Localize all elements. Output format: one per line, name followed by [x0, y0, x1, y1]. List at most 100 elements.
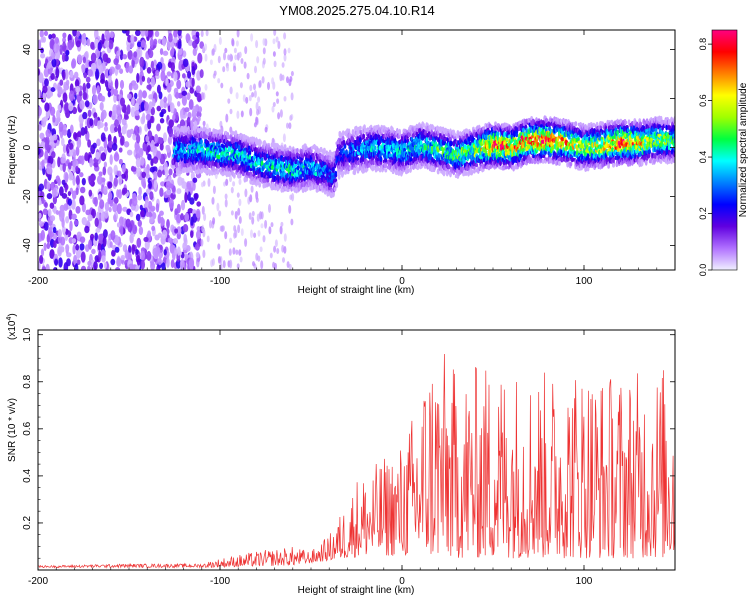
- spectrogram-cell: [71, 59, 76, 69]
- spectrogram-cell: [136, 72, 140, 83]
- spectrogram-cell: [79, 243, 85, 251]
- spectrogram-cell: [38, 212, 42, 219]
- spectrogram-cell: [280, 221, 284, 227]
- spectrogram-cell: [256, 213, 260, 222]
- spectrogram-cell: [127, 222, 133, 233]
- spectrogram-cell: [110, 230, 116, 241]
- spectrogram-cell: [50, 215, 56, 222]
- spectrogram-cell: [89, 157, 93, 168]
- spectrogram-cell: [277, 145, 281, 150]
- spectrogram-cell: [257, 96, 261, 103]
- spectrogram-cell: [212, 217, 216, 225]
- spectrogram-cell: [174, 92, 180, 99]
- spectrogram-cell: [200, 30, 204, 38]
- spectrogram-cell: [59, 79, 64, 86]
- spectrogram-cell: [81, 177, 86, 186]
- spectrogram-cell: [388, 153, 392, 158]
- spectrogram-cell: [48, 226, 53, 232]
- spectrogram-cell: [235, 249, 239, 255]
- spectrogram-cell: [109, 123, 115, 134]
- spectrogram-cell: [170, 259, 175, 269]
- spectrogram-cell: [211, 48, 215, 56]
- spectrogram-cell: [82, 111, 88, 120]
- spectrogram-cell: [187, 70, 192, 79]
- spectrogram-cell: [153, 179, 158, 190]
- spectrogram-cell: [118, 132, 123, 138]
- spectrogram-cell: [464, 171, 468, 176]
- spectrogram-cell: [109, 198, 114, 207]
- spectrogram-cell: [197, 115, 201, 122]
- spectrogram-cell: [332, 192, 335, 198]
- spectrogram-cell: [149, 115, 154, 124]
- spectrogram-cell: [153, 38, 158, 46]
- spectrogram-cell: [76, 95, 81, 102]
- spectrogram-cell: [179, 258, 185, 270]
- spectrogram-cell: [209, 219, 212, 229]
- spectrogram-cell: [61, 192, 68, 199]
- spectrogram-cell: [208, 127, 212, 133]
- spectrogram-cell: [283, 53, 287, 62]
- spectrogram-cell: [149, 216, 154, 224]
- spectrogram-cell: [115, 64, 121, 70]
- spectrogram-cell: [109, 68, 113, 76]
- spectrogram-cell: [202, 46, 206, 53]
- spectrogram-cell: [279, 73, 283, 82]
- spectrogram-cell: [104, 202, 110, 212]
- spectrogram-cell: [133, 51, 138, 58]
- spectrogram-cell: [81, 33, 85, 45]
- spectrogram-cell: [251, 216, 255, 225]
- spectrogram-cell: [168, 135, 173, 145]
- spectrogram-cell: [64, 184, 69, 191]
- spectrogram-cell: [60, 157, 66, 164]
- spectrogram-cell: [195, 230, 202, 240]
- spectrogram-cell: [177, 40, 182, 50]
- spectrogram-cell: [114, 78, 119, 90]
- spectrogram-cell: [193, 193, 198, 202]
- spectrogram-cell: [191, 77, 195, 87]
- spectrogram-cell: [168, 126, 174, 138]
- spectrogram-cell: [238, 198, 242, 207]
- spectrogram-cell: [146, 67, 152, 74]
- spectrogram-cell: [41, 266, 46, 270]
- spectrogram-cell: [101, 109, 107, 120]
- spectrogram-cell: [140, 40, 146, 48]
- spectrogram-cell: [148, 180, 152, 189]
- spectrogram-cell: [40, 53, 46, 59]
- spectrogram-cell: [250, 229, 253, 239]
- spectrogram-cell: [188, 257, 195, 269]
- spectrogram-cell: [116, 257, 122, 268]
- spectrogram-cell: [120, 173, 127, 179]
- spectrogram-cell: [75, 175, 80, 186]
- spectrogram-cell: [140, 250, 146, 261]
- spectrogram-cell: [275, 36, 279, 43]
- spectrogram-cell: [147, 144, 151, 153]
- spectrogram-cell: [286, 76, 289, 84]
- spectrogram-cell: [277, 112, 281, 120]
- spectrogram-cell: [94, 232, 98, 241]
- spectrogram-cell: [38, 261, 41, 270]
- spectrogram-cell: [154, 30, 160, 38]
- spectrogram-cell: [91, 85, 97, 96]
- spectrogram-cell: [116, 203, 122, 215]
- spectrogram-cell: [44, 150, 49, 160]
- spectrogram-cell: [244, 188, 248, 198]
- spectrogram-cell: [141, 171, 147, 179]
- spectrogram-cell: [93, 161, 99, 168]
- spectrogram-cell: [59, 186, 64, 197]
- spectrogram-cell: [144, 30, 149, 38]
- spectrogram-cell: [146, 77, 151, 84]
- spectrogram-cell: [419, 140, 423, 146]
- spectrogram-cell: [104, 122, 108, 128]
- spectrogram-cell: [138, 125, 142, 136]
- spectrogram-cell: [49, 91, 54, 97]
- spectrogram-cell: [256, 56, 260, 64]
- spectrogram-cell: [228, 248, 232, 256]
- spectrogram-cell: [90, 41, 95, 50]
- spectrogram-cell: [186, 92, 191, 101]
- spectrogram-cell: [148, 94, 153, 100]
- spectrogram-cell: [72, 157, 77, 168]
- spectrogram-cell: [122, 206, 128, 212]
- spectrogram-cell: [49, 38, 55, 50]
- spectrogram-cell: [260, 260, 264, 270]
- spectrogram-cell: [211, 197, 215, 205]
